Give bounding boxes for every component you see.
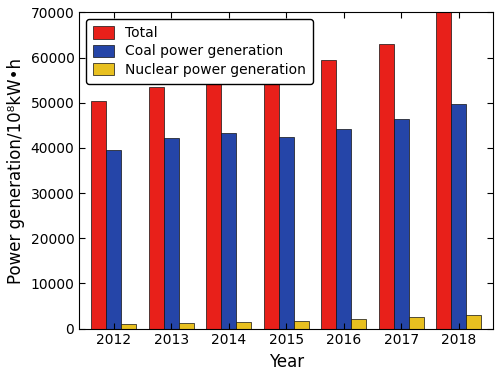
- Bar: [466, 315, 481, 328]
- Bar: [178, 323, 194, 328]
- X-axis label: Year: Year: [268, 353, 304, 371]
- Bar: [436, 12, 451, 328]
- Bar: [394, 119, 408, 328]
- Bar: [294, 321, 308, 328]
- Bar: [106, 150, 121, 328]
- Bar: [121, 324, 136, 328]
- Bar: [206, 70, 221, 328]
- Y-axis label: Power generation/10⁸kW•h: Power generation/10⁸kW•h: [7, 57, 25, 284]
- Bar: [408, 318, 424, 328]
- Bar: [336, 129, 351, 328]
- Bar: [264, 67, 278, 328]
- Bar: [278, 137, 293, 328]
- Bar: [236, 322, 251, 328]
- Bar: [351, 319, 366, 328]
- Bar: [321, 60, 336, 328]
- Legend: Total, Coal power generation, Nuclear power generation: Total, Coal power generation, Nuclear po…: [86, 19, 313, 84]
- Bar: [149, 87, 164, 328]
- Bar: [92, 101, 106, 328]
- Bar: [221, 133, 236, 328]
- Bar: [451, 104, 466, 328]
- Bar: [378, 44, 394, 328]
- Bar: [164, 138, 178, 328]
